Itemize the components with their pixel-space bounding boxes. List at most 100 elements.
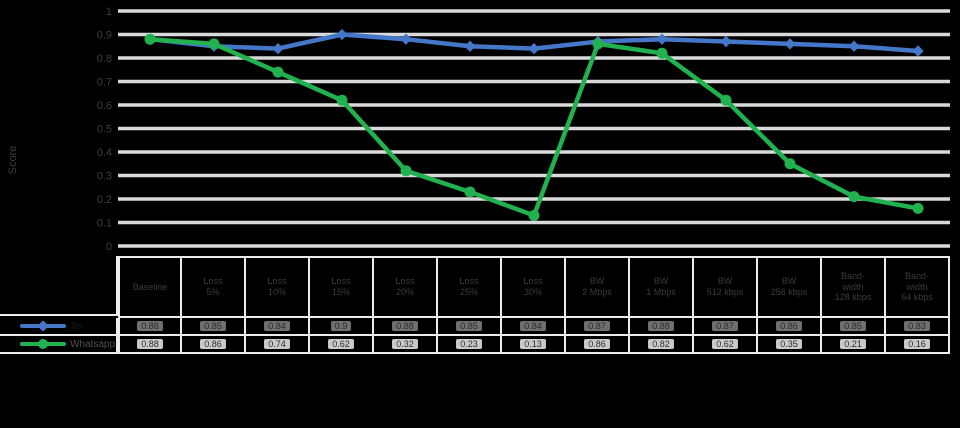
marker-diamond: [464, 40, 476, 52]
marker-circle: [272, 66, 284, 78]
value-text: 0.87: [584, 321, 610, 331]
table-value-cell: 0.82: [630, 336, 694, 354]
value-text: 0.83: [904, 321, 930, 331]
column-header: Loss 25%: [438, 256, 502, 318]
table-value-cell: 0.23: [438, 336, 502, 354]
table-value-cell: 0.35: [758, 336, 822, 354]
column-header: BW 256 kbps: [758, 256, 822, 318]
column-header: BW 1 Mbps: [630, 256, 694, 318]
y-axis-tick-label: 0.2: [97, 194, 112, 206]
column-header-line: 1 Mbps: [646, 287, 676, 297]
column-header-line: 128 kbps: [834, 292, 872, 303]
column-header-line: Loss: [523, 276, 543, 287]
legend-marker-diamond-icon: [37, 320, 49, 332]
table-value-cell: 0.16: [886, 336, 950, 354]
column-header-line: Loss: [203, 276, 223, 287]
marker-circle: [784, 158, 796, 170]
y-axis-tick-label: 0.9: [97, 30, 112, 42]
table-value-cell: 0.88: [374, 318, 438, 336]
value-text: 0.86: [584, 339, 610, 349]
table-value-cell: 0.85: [822, 318, 886, 336]
y-axis-title: Score: [7, 146, 19, 175]
value-text: 0.84: [264, 321, 290, 331]
table-value-cell: 0.85: [438, 318, 502, 336]
y-axis-tick-label: 0.7: [97, 77, 112, 89]
table-value-cell: 0.84: [502, 318, 566, 336]
column-header: Loss 10%: [246, 256, 310, 318]
value-text: 0.88: [137, 339, 163, 349]
marker-diamond: [272, 42, 284, 55]
column-header: Band-width 64 kbps: [886, 256, 950, 318]
column-header: Loss 15%: [310, 256, 374, 318]
legend-key-line: [20, 320, 66, 332]
legend-entry-jio: Jio: [0, 318, 118, 336]
column-header-line: Loss: [395, 276, 415, 287]
column-header: BW 512 kbps: [694, 256, 758, 318]
value-text: 0.62: [712, 339, 738, 349]
value-text: 0.16: [904, 339, 930, 349]
column-header-line: Loss: [267, 276, 287, 287]
column-header-line: 30%: [523, 287, 542, 297]
marker-diamond: [912, 45, 924, 57]
column-header-line: Loss: [331, 276, 351, 287]
y-axis-tick-label: 0: [106, 241, 112, 253]
table-value-cell: 0.62: [694, 336, 758, 354]
table-value-cell: 0.13: [502, 336, 566, 354]
column-header: Loss 30%: [502, 256, 566, 318]
value-text: 0.62: [328, 339, 354, 349]
column-header-line: 20%: [395, 287, 414, 297]
marker-circle: [528, 209, 540, 221]
value-text: 0.32: [392, 339, 418, 349]
column-header-line: 256 kbps: [770, 287, 808, 297]
table-value-cell: 0.88: [630, 318, 694, 336]
value-text: 0.86: [200, 339, 226, 349]
value-text: 0.74: [264, 339, 290, 349]
column-header-line: 64 kbps: [901, 292, 933, 303]
marker-circle: [208, 38, 220, 50]
y-axis-tick-label: 0.6: [97, 100, 112, 112]
column-header-line: width: [906, 281, 928, 292]
series-name-label: Whatsapp: [70, 338, 116, 350]
marker-diamond: [528, 42, 540, 55]
column-header-line: 2 Mbps: [582, 287, 612, 297]
marker-circle: [336, 94, 348, 106]
value-text: 0.9: [330, 321, 352, 331]
table-value-cell: 0.87: [566, 318, 630, 336]
column-header-line: width: [842, 281, 864, 292]
value-text: 0.21: [840, 339, 866, 349]
column-header: Loss 20%: [374, 256, 438, 318]
table-value-cell: 0.84: [246, 318, 310, 336]
table-value-cell: 0.87: [694, 318, 758, 336]
marker-diamond: [336, 28, 348, 41]
column-header-line: 10%: [267, 287, 286, 297]
table-value-cell: 0.21: [822, 336, 886, 354]
table-value-cell: 0.74: [246, 336, 310, 354]
column-header-line: 15%: [331, 287, 350, 297]
column-header-line: Loss: [459, 276, 479, 287]
value-text: 0.13: [520, 339, 546, 349]
column-header-line: 512 kbps: [706, 287, 744, 297]
marker-circle: [720, 94, 732, 106]
legend-marker-circle-icon: [38, 339, 48, 349]
series-name-label: Jio: [70, 320, 83, 332]
value-text: 0.85: [456, 321, 482, 331]
table-value-cell: 0.88: [118, 336, 182, 354]
value-text: 0.85: [840, 321, 866, 331]
legend-key-line: [20, 339, 66, 349]
column-header-line: BW: [781, 276, 797, 287]
y-axis-tick-label: 0.8: [97, 53, 112, 65]
column-header-line: Band-: [904, 270, 930, 281]
marker-circle: [592, 38, 604, 50]
value-text: 0.35: [776, 339, 802, 349]
column-header-line: BW: [589, 276, 605, 287]
marker-circle: [400, 165, 412, 177]
value-text: 0.87: [712, 321, 738, 331]
marker-diamond: [848, 40, 860, 52]
value-text: 0.23: [456, 339, 482, 349]
y-axis-tick-label: 0.4: [97, 147, 112, 159]
value-text: 0.86: [776, 321, 802, 331]
column-header-line: BW: [653, 276, 669, 287]
marker-diamond: [784, 38, 796, 50]
y-axis-tick-label: 1: [106, 6, 112, 18]
